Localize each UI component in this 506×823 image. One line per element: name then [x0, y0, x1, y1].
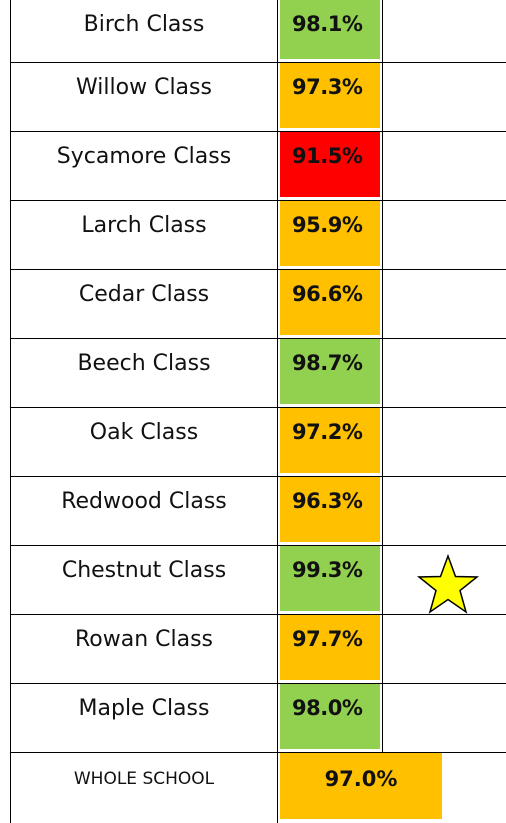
empty-cell: [383, 339, 506, 407]
attendance-cell: 98.1%: [278, 0, 383, 62]
class-name: Birch Class: [10, 0, 278, 62]
attendance-fill: [280, 132, 380, 197]
class-name: Oak Class: [10, 408, 278, 476]
empty-cell: [383, 684, 506, 752]
class-name: Maple Class: [10, 684, 278, 752]
class-name: Beech Class: [10, 339, 278, 407]
attendance-value: 95.9%: [292, 213, 363, 237]
attendance-value: 97.7%: [292, 627, 363, 651]
total-value: 97.0%: [324, 767, 398, 791]
table-row: Birch Class 98.1%: [10, 0, 506, 63]
table-row: Beech Class 98.7%: [10, 339, 506, 408]
empty-cell: [383, 0, 506, 62]
attendance-value: 97.2%: [292, 420, 363, 444]
class-name: Rowan Class: [10, 615, 278, 683]
attendance-value: 98.1%: [292, 12, 363, 36]
attendance-value: 98.0%: [292, 696, 363, 720]
total-row: WHOLE SCHOOL 97.0%: [10, 753, 506, 823]
total-cell: 97.0%: [280, 753, 442, 819]
class-name: Larch Class: [10, 201, 278, 269]
table-row: Cedar Class 96.6%: [10, 270, 506, 339]
attendance-cell: 97.2%: [278, 408, 383, 476]
attendance-cell: 96.3%: [278, 477, 383, 545]
attendance-value: 96.6%: [292, 282, 363, 306]
class-name: Willow Class: [10, 63, 278, 131]
table-row: Sycamore Class 91.5%: [10, 132, 506, 201]
class-name: Sycamore Class: [10, 132, 278, 200]
attendance-cell: 95.9%: [278, 201, 383, 269]
table-row: Rowan Class 97.7%: [10, 615, 506, 684]
empty-cell: [383, 132, 506, 200]
attendance-cell: 98.7%: [278, 339, 383, 407]
attendance-cell: 91.5%: [278, 132, 383, 200]
class-name: Redwood Class: [10, 477, 278, 545]
attendance-cell: 98.0%: [278, 684, 383, 752]
total-name: WHOLE SCHOOL: [10, 753, 278, 823]
class-name: Cedar Class: [10, 270, 278, 338]
attendance-cell: 97.7%: [278, 615, 383, 683]
attendance-cell: 96.6%: [278, 270, 383, 338]
empty-cell: [383, 270, 506, 338]
attendance-value: 99.3%: [292, 558, 363, 582]
table-row: Maple Class 98.0%: [10, 684, 506, 753]
attendance-fill: [280, 339, 380, 404]
table-row: Redwood Class 96.3%: [10, 477, 506, 546]
attendance-cell: 99.3%: [278, 546, 383, 614]
attendance-value: 98.7%: [292, 351, 363, 375]
attendance-fill: [280, 63, 380, 128]
attendance-fill: [280, 615, 380, 680]
attendance-fill: [280, 270, 380, 335]
table-row: Oak Class 97.2%: [10, 408, 506, 477]
attendance-fill: [280, 684, 380, 749]
table-row: Larch Class 95.9%: [10, 201, 506, 270]
attendance-fill: [280, 0, 380, 59]
empty-cell: [383, 201, 506, 269]
star-icon: [416, 554, 480, 614]
class-name: Chestnut Class: [10, 546, 278, 614]
attendance-value: 96.3%: [292, 489, 363, 513]
table-row: Willow Class 97.3%: [10, 63, 506, 132]
empty-cell: [383, 615, 506, 683]
attendance-fill: [280, 201, 380, 266]
empty-cell: [383, 477, 506, 545]
attendance-value: 91.5%: [292, 144, 363, 168]
empty-cell: [383, 63, 506, 131]
attendance-cell: 97.3%: [278, 63, 383, 131]
empty-cell: [383, 408, 506, 476]
attendance-fill: [280, 408, 380, 473]
attendance-fill: [280, 477, 380, 542]
table-row: Chestnut Class 99.3%: [10, 546, 506, 615]
attendance-fill: [280, 546, 380, 611]
attendance-value: 97.3%: [292, 75, 363, 99]
